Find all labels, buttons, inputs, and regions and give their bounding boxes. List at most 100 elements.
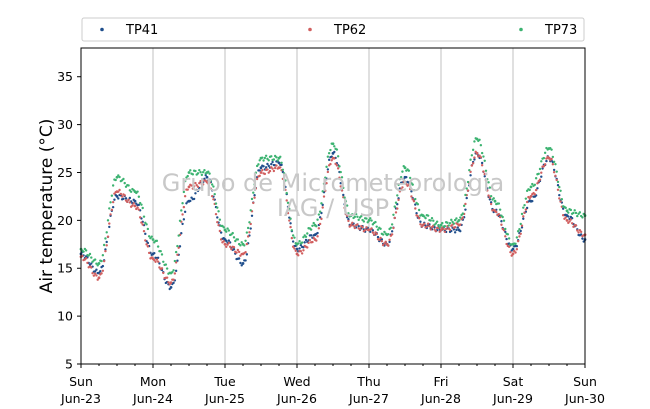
sample-tp73 (478, 138, 481, 142)
sample-tp73 (201, 170, 205, 174)
sample-tp62 (293, 247, 296, 250)
sample-tp73 (537, 172, 540, 175)
sample-tp41 (210, 189, 214, 192)
sample-tp62 (252, 201, 255, 205)
sample-tp62 (579, 230, 583, 234)
sample-tp62 (522, 215, 525, 218)
sample-tp62 (119, 192, 123, 196)
sample-tp62 (217, 223, 220, 227)
sample-tp41 (185, 202, 188, 205)
sample-tp41 (582, 240, 585, 243)
sample-tp62 (239, 254, 242, 257)
sample-tp62 (578, 229, 582, 232)
sample-tp41 (266, 162, 269, 166)
sample-tp62 (100, 272, 103, 275)
sample-tp73 (176, 244, 179, 248)
x-tick-label-day-5: Fri (434, 374, 449, 389)
sample-tp73 (312, 221, 315, 225)
sample-tp41 (469, 174, 472, 177)
sample-tp41 (333, 150, 336, 154)
sample-tp73 (471, 148, 475, 152)
sample-tp41 (267, 164, 270, 168)
sample-tp73 (147, 235, 151, 238)
sample-tp73 (261, 156, 264, 159)
sample-tp73 (338, 165, 341, 168)
sample-tp62 (569, 218, 573, 221)
sample-tp41 (95, 268, 98, 271)
sample-tp73 (226, 227, 229, 230)
sample-tp62 (209, 187, 213, 190)
sample-tp73 (376, 228, 380, 231)
sample-tp73 (213, 192, 216, 196)
sample-tp62 (183, 195, 187, 198)
sample-tp73 (343, 196, 346, 199)
sample-tp41 (108, 225, 111, 229)
sample-tp62 (525, 200, 529, 204)
point-tp41-24 (511, 247, 515, 251)
sample-tp73 (533, 183, 537, 186)
sample-tp73 (95, 262, 98, 265)
sample-tp73 (191, 173, 195, 176)
sample-tp62 (381, 243, 385, 247)
sample-tp73 (250, 197, 254, 201)
sample-tp73 (208, 172, 211, 175)
sample-tp73 (257, 163, 260, 166)
sample-tp62 (514, 251, 517, 254)
legend-marker-tp73 (519, 27, 523, 32)
sample-tp41 (343, 203, 346, 206)
sample-tp73 (136, 190, 139, 193)
sample-tp62 (232, 246, 236, 249)
y-axis-label: Air temperature (°C) (37, 119, 57, 294)
point-tp62-25 (529, 195, 533, 198)
sample-tp41 (250, 214, 254, 217)
sample-tp62 (271, 167, 274, 170)
sample-tp62 (325, 182, 328, 185)
sample-tp73 (354, 212, 358, 216)
sample-tp62 (574, 224, 578, 227)
sample-tp62 (356, 223, 359, 226)
sample-tp62 (210, 194, 214, 198)
sample-tp62 (428, 225, 431, 228)
sample-tp73 (264, 154, 268, 157)
sample-tp62 (102, 259, 106, 263)
sample-tp73 (217, 210, 220, 213)
sample-tp73 (483, 159, 486, 162)
sample-tp62 (353, 226, 357, 230)
sample-tp62 (365, 226, 368, 229)
sample-tp62 (181, 213, 184, 216)
sample-tp62 (228, 245, 232, 248)
series-tp62 (79, 150, 587, 286)
sample-tp73 (392, 213, 395, 216)
sample-tp73 (270, 155, 273, 158)
sample-tp73 (243, 244, 246, 247)
sample-tp62 (528, 197, 531, 200)
sample-tp73 (550, 148, 553, 151)
sample-tp73 (417, 208, 421, 212)
sample-tp62 (425, 225, 429, 228)
sample-tp62 (466, 189, 470, 192)
sample-tp41 (410, 190, 413, 193)
sample-tp73 (293, 236, 296, 239)
sample-tp62 (330, 159, 333, 162)
sample-tp73 (357, 218, 360, 222)
sample-tp73 (336, 155, 340, 158)
sample-tp41 (480, 161, 484, 165)
sample-tp73 (520, 212, 524, 216)
sample-tp73 (317, 213, 321, 216)
sample-tp73 (507, 237, 511, 240)
sample-tp62 (523, 211, 526, 214)
sample-tp62 (410, 195, 413, 198)
sample-tp73 (482, 155, 485, 158)
sample-tp73 (342, 186, 345, 190)
sample-tp62 (263, 172, 267, 176)
sample-tp73 (327, 151, 331, 155)
sample-tp62 (86, 261, 89, 265)
sample-tp62 (160, 267, 164, 270)
point-tp41-5 (169, 285, 173, 289)
sample-tp62 (237, 250, 241, 254)
sample-tp62 (192, 185, 196, 188)
sample-tp73 (514, 242, 517, 246)
sample-tp73 (311, 224, 314, 227)
sample-tp41 (196, 189, 200, 193)
sample-tp41 (174, 269, 178, 273)
